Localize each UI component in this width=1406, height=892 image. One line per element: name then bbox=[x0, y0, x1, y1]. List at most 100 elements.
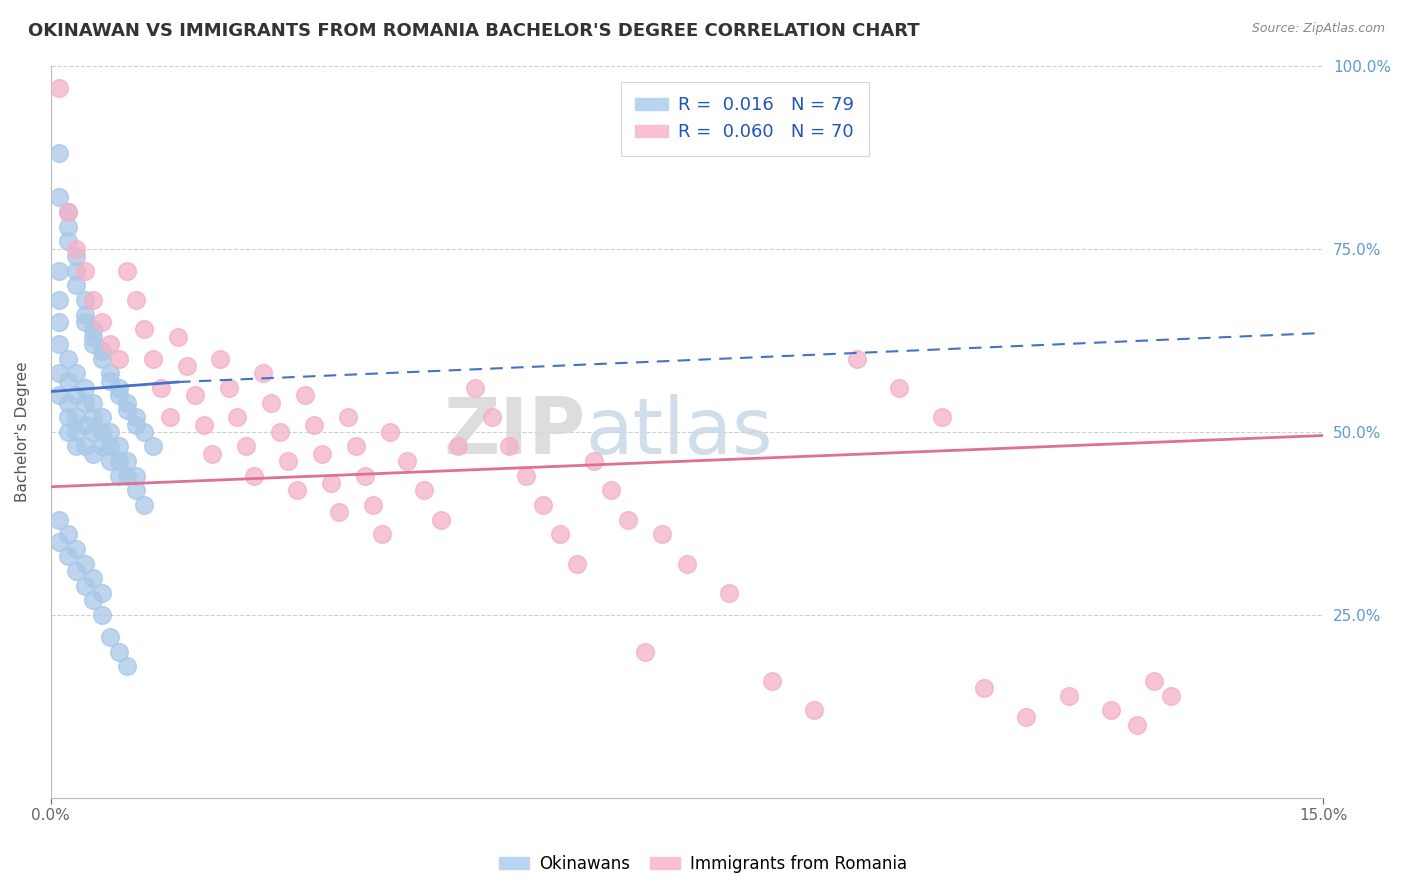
Point bbox=[887, 381, 910, 395]
Point bbox=[481, 410, 503, 425]
Point bbox=[285, 483, 308, 498]
Point bbox=[115, 263, 138, 277]
Point bbox=[82, 425, 104, 439]
Point bbox=[107, 440, 129, 454]
Point bbox=[48, 337, 70, 351]
Point bbox=[90, 344, 112, 359]
Legend: Okinawans, Immigrants from Romania: Okinawans, Immigrants from Romania bbox=[492, 848, 914, 880]
Point bbox=[107, 454, 129, 468]
Point bbox=[226, 410, 249, 425]
Point bbox=[124, 410, 146, 425]
Point bbox=[65, 263, 87, 277]
Point bbox=[599, 483, 621, 498]
Point bbox=[90, 410, 112, 425]
Point bbox=[430, 513, 453, 527]
Point bbox=[56, 205, 79, 219]
Point bbox=[65, 366, 87, 380]
Point bbox=[328, 505, 350, 519]
Point bbox=[378, 425, 401, 439]
Point bbox=[548, 527, 571, 541]
Point bbox=[73, 417, 96, 432]
Point bbox=[269, 425, 291, 439]
Point bbox=[124, 483, 146, 498]
Point bbox=[48, 293, 70, 307]
Point bbox=[311, 447, 333, 461]
Point bbox=[82, 447, 104, 461]
Point bbox=[176, 359, 198, 373]
Point bbox=[56, 235, 79, 249]
Point bbox=[761, 673, 783, 688]
Point bbox=[134, 322, 156, 336]
Point bbox=[413, 483, 436, 498]
Point bbox=[235, 440, 257, 454]
Point bbox=[515, 468, 537, 483]
Point bbox=[243, 468, 266, 483]
Point bbox=[48, 513, 70, 527]
Point bbox=[167, 329, 190, 343]
Point bbox=[142, 440, 165, 454]
Point bbox=[56, 219, 79, 234]
Point bbox=[1099, 703, 1122, 717]
Point bbox=[82, 322, 104, 336]
Point bbox=[1160, 689, 1182, 703]
Point bbox=[124, 417, 146, 432]
Point bbox=[90, 351, 112, 366]
Text: Source: ZipAtlas.com: Source: ZipAtlas.com bbox=[1251, 22, 1385, 36]
Point bbox=[531, 498, 554, 512]
Point bbox=[107, 351, 129, 366]
Point bbox=[498, 440, 520, 454]
Point bbox=[124, 293, 146, 307]
Legend: R =  0.016   N = 79, R =  0.060   N = 70: R = 0.016 N = 79, R = 0.060 N = 70 bbox=[620, 82, 869, 156]
Point bbox=[56, 205, 79, 219]
Point bbox=[65, 440, 87, 454]
Point bbox=[464, 381, 486, 395]
Point bbox=[294, 388, 316, 402]
Point bbox=[98, 630, 121, 644]
Point bbox=[845, 351, 868, 366]
Point bbox=[48, 80, 70, 95]
Point bbox=[107, 381, 129, 395]
Point bbox=[82, 329, 104, 343]
Point bbox=[142, 351, 165, 366]
Point bbox=[115, 395, 138, 409]
Point bbox=[56, 527, 79, 541]
Point bbox=[48, 534, 70, 549]
Point bbox=[277, 454, 299, 468]
Point bbox=[82, 395, 104, 409]
Point bbox=[90, 425, 112, 439]
Point bbox=[302, 417, 325, 432]
Point bbox=[115, 468, 138, 483]
Point bbox=[48, 315, 70, 329]
Point bbox=[973, 681, 995, 696]
Point bbox=[1125, 718, 1147, 732]
Point bbox=[73, 293, 96, 307]
Y-axis label: Bachelor's Degree: Bachelor's Degree bbox=[15, 361, 30, 502]
Point bbox=[82, 337, 104, 351]
Point bbox=[98, 425, 121, 439]
Point bbox=[252, 366, 274, 380]
Point bbox=[370, 527, 392, 541]
Point bbox=[115, 659, 138, 673]
Point bbox=[260, 395, 283, 409]
Point bbox=[124, 468, 146, 483]
Point bbox=[931, 410, 953, 425]
Point bbox=[651, 527, 673, 541]
Point bbox=[319, 476, 342, 491]
Point bbox=[56, 351, 79, 366]
Point bbox=[73, 308, 96, 322]
Point bbox=[48, 190, 70, 204]
Point bbox=[73, 315, 96, 329]
Point bbox=[65, 242, 87, 256]
Point bbox=[150, 381, 173, 395]
Point bbox=[447, 440, 470, 454]
Point bbox=[73, 263, 96, 277]
Point bbox=[48, 146, 70, 161]
Point bbox=[676, 557, 699, 571]
Point bbox=[73, 579, 96, 593]
Point bbox=[98, 454, 121, 468]
Point bbox=[159, 410, 181, 425]
Point bbox=[107, 468, 129, 483]
Text: atlas: atlas bbox=[585, 394, 773, 470]
Point bbox=[98, 440, 121, 454]
Point bbox=[107, 388, 129, 402]
